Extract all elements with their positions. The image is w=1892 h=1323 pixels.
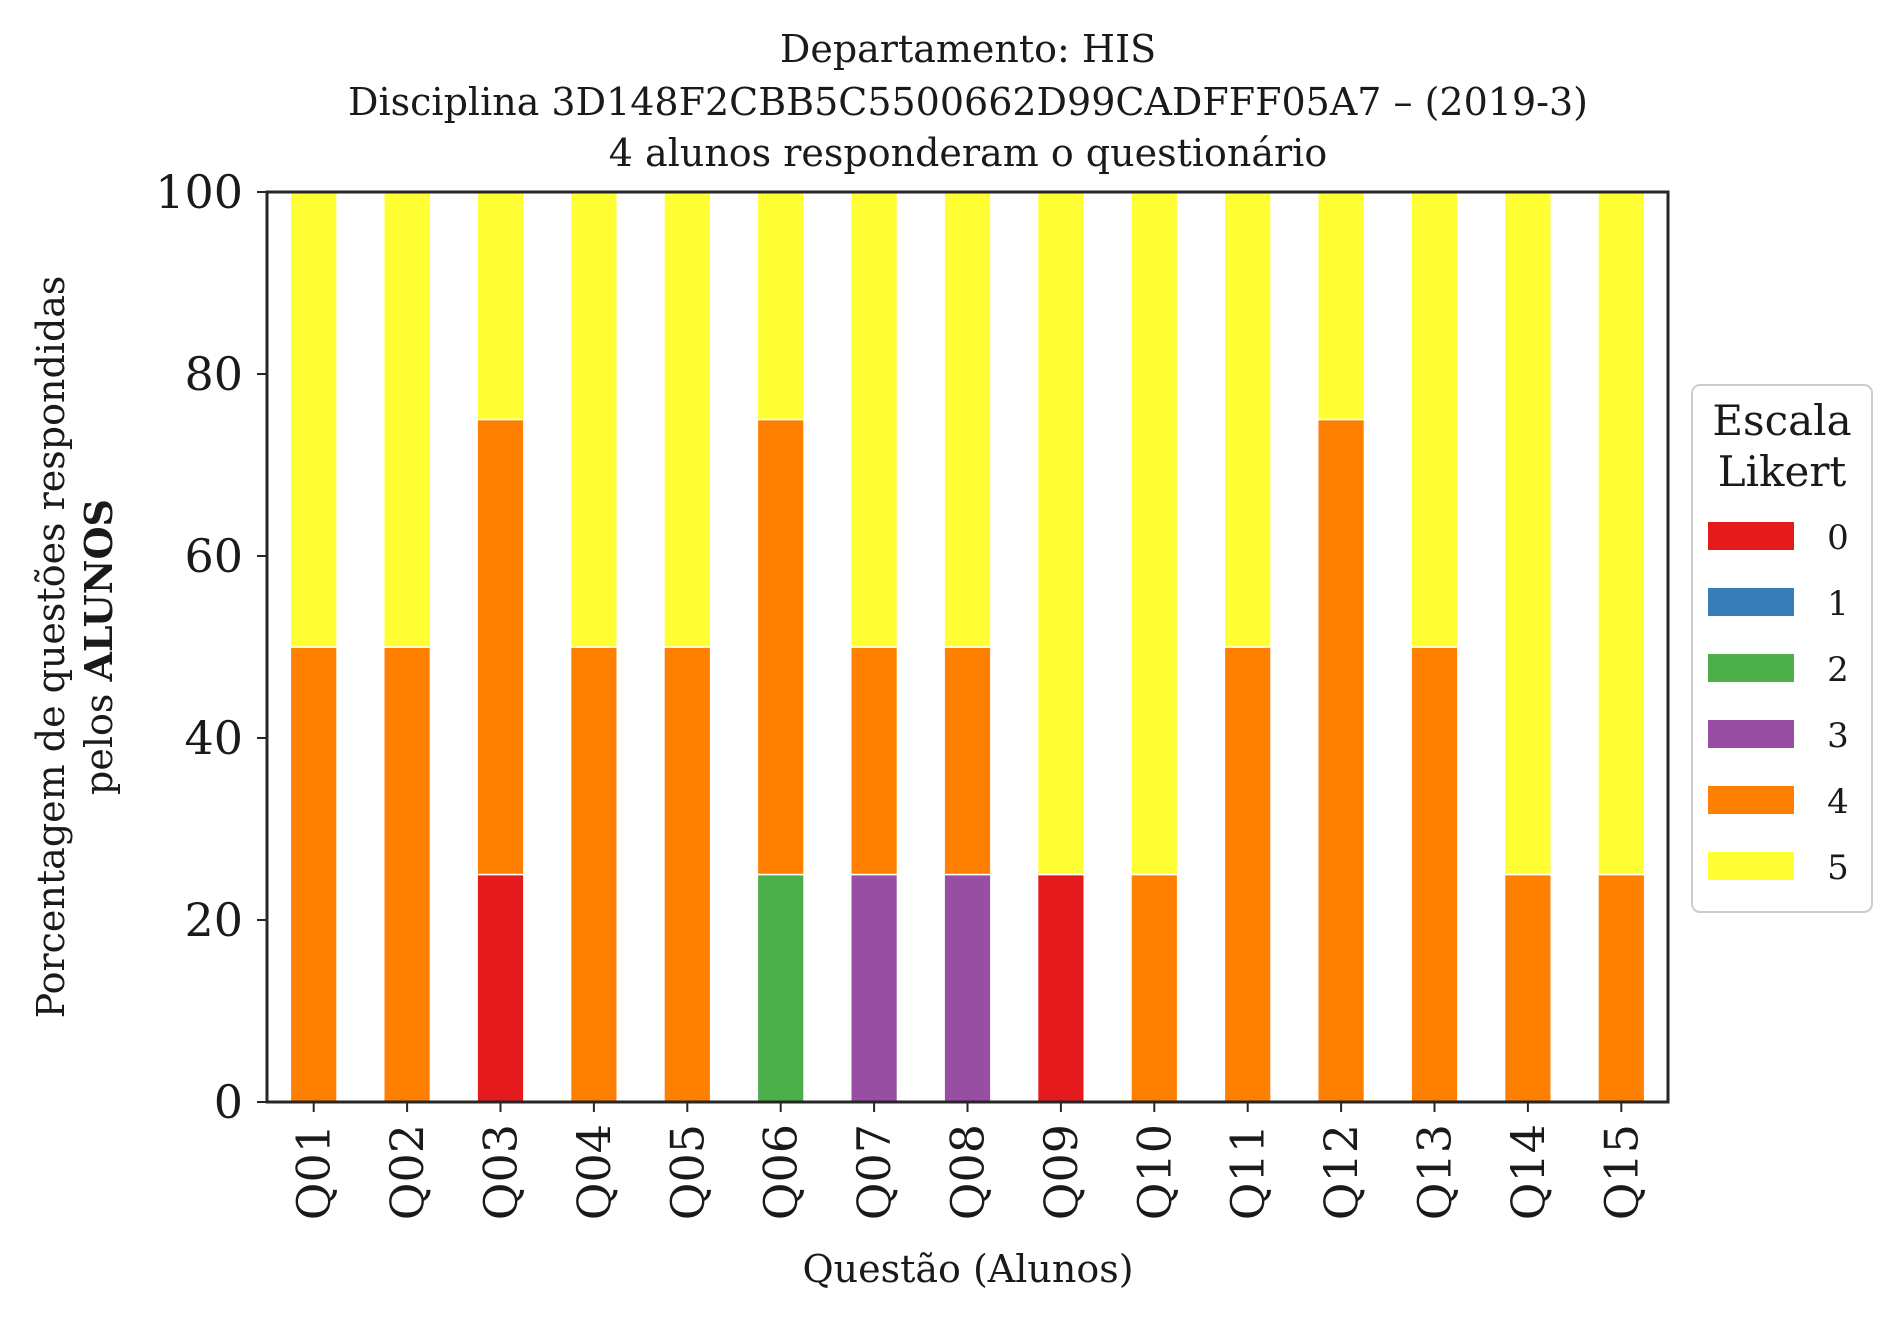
chart-title-line-1: Departamento: HIS <box>780 27 1156 71</box>
legend-label-2: 2 <box>1827 650 1849 690</box>
bar-Q10-scale-5 <box>1130 191 1179 876</box>
bar-Q02-scale-4 <box>383 646 432 1103</box>
bar-Q02-scale-5 <box>383 191 432 648</box>
legend-frame <box>1691 384 1873 913</box>
bar-Q12-scale-5 <box>1317 191 1366 421</box>
bar-Q08-scale-4 <box>943 646 992 876</box>
x-tick-label-Q10: Q10 <box>1127 1124 1181 1220</box>
legend-swatch-4 <box>1708 786 1794 814</box>
bar-Q06-scale-4 <box>756 418 805 876</box>
bar-Q15-scale-5 <box>1597 191 1646 876</box>
x-tick-label-Q15: Q15 <box>1594 1124 1648 1220</box>
legend-swatch-3 <box>1708 720 1794 748</box>
y-axis-ticks: 0 20 40 60 80 100 <box>155 165 267 1129</box>
bar-Q05-scale-5 <box>663 191 712 648</box>
bar-Q13-scale-5 <box>1410 191 1459 648</box>
legend-swatch-5 <box>1708 852 1794 880</box>
bar-Q14-scale-5 <box>1503 191 1553 876</box>
bar-Q03-scale-0 <box>476 873 525 1103</box>
x-tick-label-Q03: Q03 <box>474 1124 528 1220</box>
legend-label-0: 0 <box>1827 518 1849 558</box>
x-axis-label: Questão (Alunos) <box>802 1247 1133 1291</box>
bar-Q08-scale-3 <box>943 873 992 1103</box>
bar-Q01-scale-5 <box>289 191 338 648</box>
bar-Q04-scale-4 <box>569 646 618 1103</box>
y-axis-label-line-1: Porcentagem de questões respondidas <box>29 276 73 1019</box>
bar-Q09-scale-0 <box>1036 873 1086 1103</box>
x-axis-ticks: Q01 Q02 Q03 Q04 Q05 Q06 Q07 Q08 Q09 Q10 Q11 Q12 Q13 Q… <box>287 1102 1648 1220</box>
legend: Escala Likert 0 1 2 3 4 5 <box>1691 384 1873 913</box>
bar-Q07-scale-5 <box>850 191 899 648</box>
y-tick-label-0: 0 <box>214 1075 243 1129</box>
bar-Q06-scale-2 <box>756 873 805 1103</box>
bar-stacks <box>289 191 1646 1103</box>
bar-Q07-scale-4 <box>850 646 899 876</box>
bar-Q08-scale-5 <box>943 191 992 648</box>
y-tick-label-60: 60 <box>184 529 243 583</box>
bar-Q10-scale-4 <box>1130 873 1179 1103</box>
x-tick-label-Q02: Q02 <box>380 1124 434 1220</box>
bar-Q15-scale-4 <box>1597 873 1646 1103</box>
chart-title-line-2: Disciplina 3D148F2CBB5C5500662D99CADFFF0… <box>348 80 1588 124</box>
x-tick-label-Q12: Q12 <box>1314 1124 1368 1220</box>
bar-Q12-scale-4 <box>1317 418 1366 1103</box>
x-tick-label-Q06: Q06 <box>754 1124 808 1220</box>
y-tick-label-100: 100 <box>155 165 243 219</box>
bar-Q07-scale-3 <box>850 873 899 1103</box>
x-tick-label-Q14: Q14 <box>1501 1124 1555 1220</box>
bar-Q03-scale-5 <box>476 191 525 421</box>
chart-title-line-3: 4 alunos responderam o questionário <box>609 131 1327 175</box>
x-tick-label-Q11: Q11 <box>1221 1124 1275 1220</box>
bar-Q14-scale-4 <box>1503 873 1553 1103</box>
y-axis-label-bold: ALUNOS <box>76 499 121 683</box>
bar-Q05-scale-4 <box>663 646 712 1103</box>
legend-label-1: 1 <box>1827 584 1849 624</box>
legend-swatch-1 <box>1708 588 1794 616</box>
legend-label-5: 5 <box>1827 848 1849 888</box>
legend-items: 0 1 2 3 4 5 <box>1708 518 1849 888</box>
x-tick-label-Q04: Q04 <box>567 1124 621 1220</box>
x-tick-label-Q13: Q13 <box>1408 1124 1462 1220</box>
bar-Q11-scale-5 <box>1223 191 1272 648</box>
bar-Q04-scale-5 <box>569 191 618 648</box>
legend-label-4: 4 <box>1827 782 1849 822</box>
legend-title-line-1: Escala <box>1712 396 1851 445</box>
y-axis-label-prefix: pelos <box>77 682 121 795</box>
bar-Q06-scale-5 <box>756 191 805 421</box>
bar-Q13-scale-4 <box>1410 646 1459 1103</box>
y-tick-label-80: 80 <box>184 347 243 401</box>
legend-swatch-0 <box>1708 522 1794 550</box>
y-tick-label-20: 20 <box>184 893 243 947</box>
bar-Q09-scale-5 <box>1036 191 1086 876</box>
x-tick-label-Q09: Q09 <box>1034 1124 1088 1220</box>
y-axis-label-line-2: pelos ALUNOS <box>76 499 121 795</box>
chart-title: Departamento: HIS Disciplina 3D148F2CBB5… <box>348 27 1588 175</box>
x-tick-label-Q01: Q01 <box>287 1124 341 1220</box>
legend-label-3: 3 <box>1827 716 1849 756</box>
y-axis-label: Porcentagem de questões respondidas pelo… <box>29 276 121 1019</box>
bar-Q01-scale-4 <box>289 646 338 1103</box>
bar-Q11-scale-4 <box>1223 646 1272 1103</box>
x-tick-label-Q07: Q07 <box>847 1124 901 1220</box>
legend-swatch-2 <box>1708 654 1794 682</box>
bar-Q03-scale-4 <box>476 418 525 876</box>
x-tick-label-Q05: Q05 <box>660 1124 714 1220</box>
y-tick-label-40: 40 <box>184 711 243 765</box>
x-tick-label-Q08: Q08 <box>941 1124 995 1220</box>
plot-area-frame <box>265 190 1670 1104</box>
legend-title-line-2: Likert <box>1718 447 1847 496</box>
